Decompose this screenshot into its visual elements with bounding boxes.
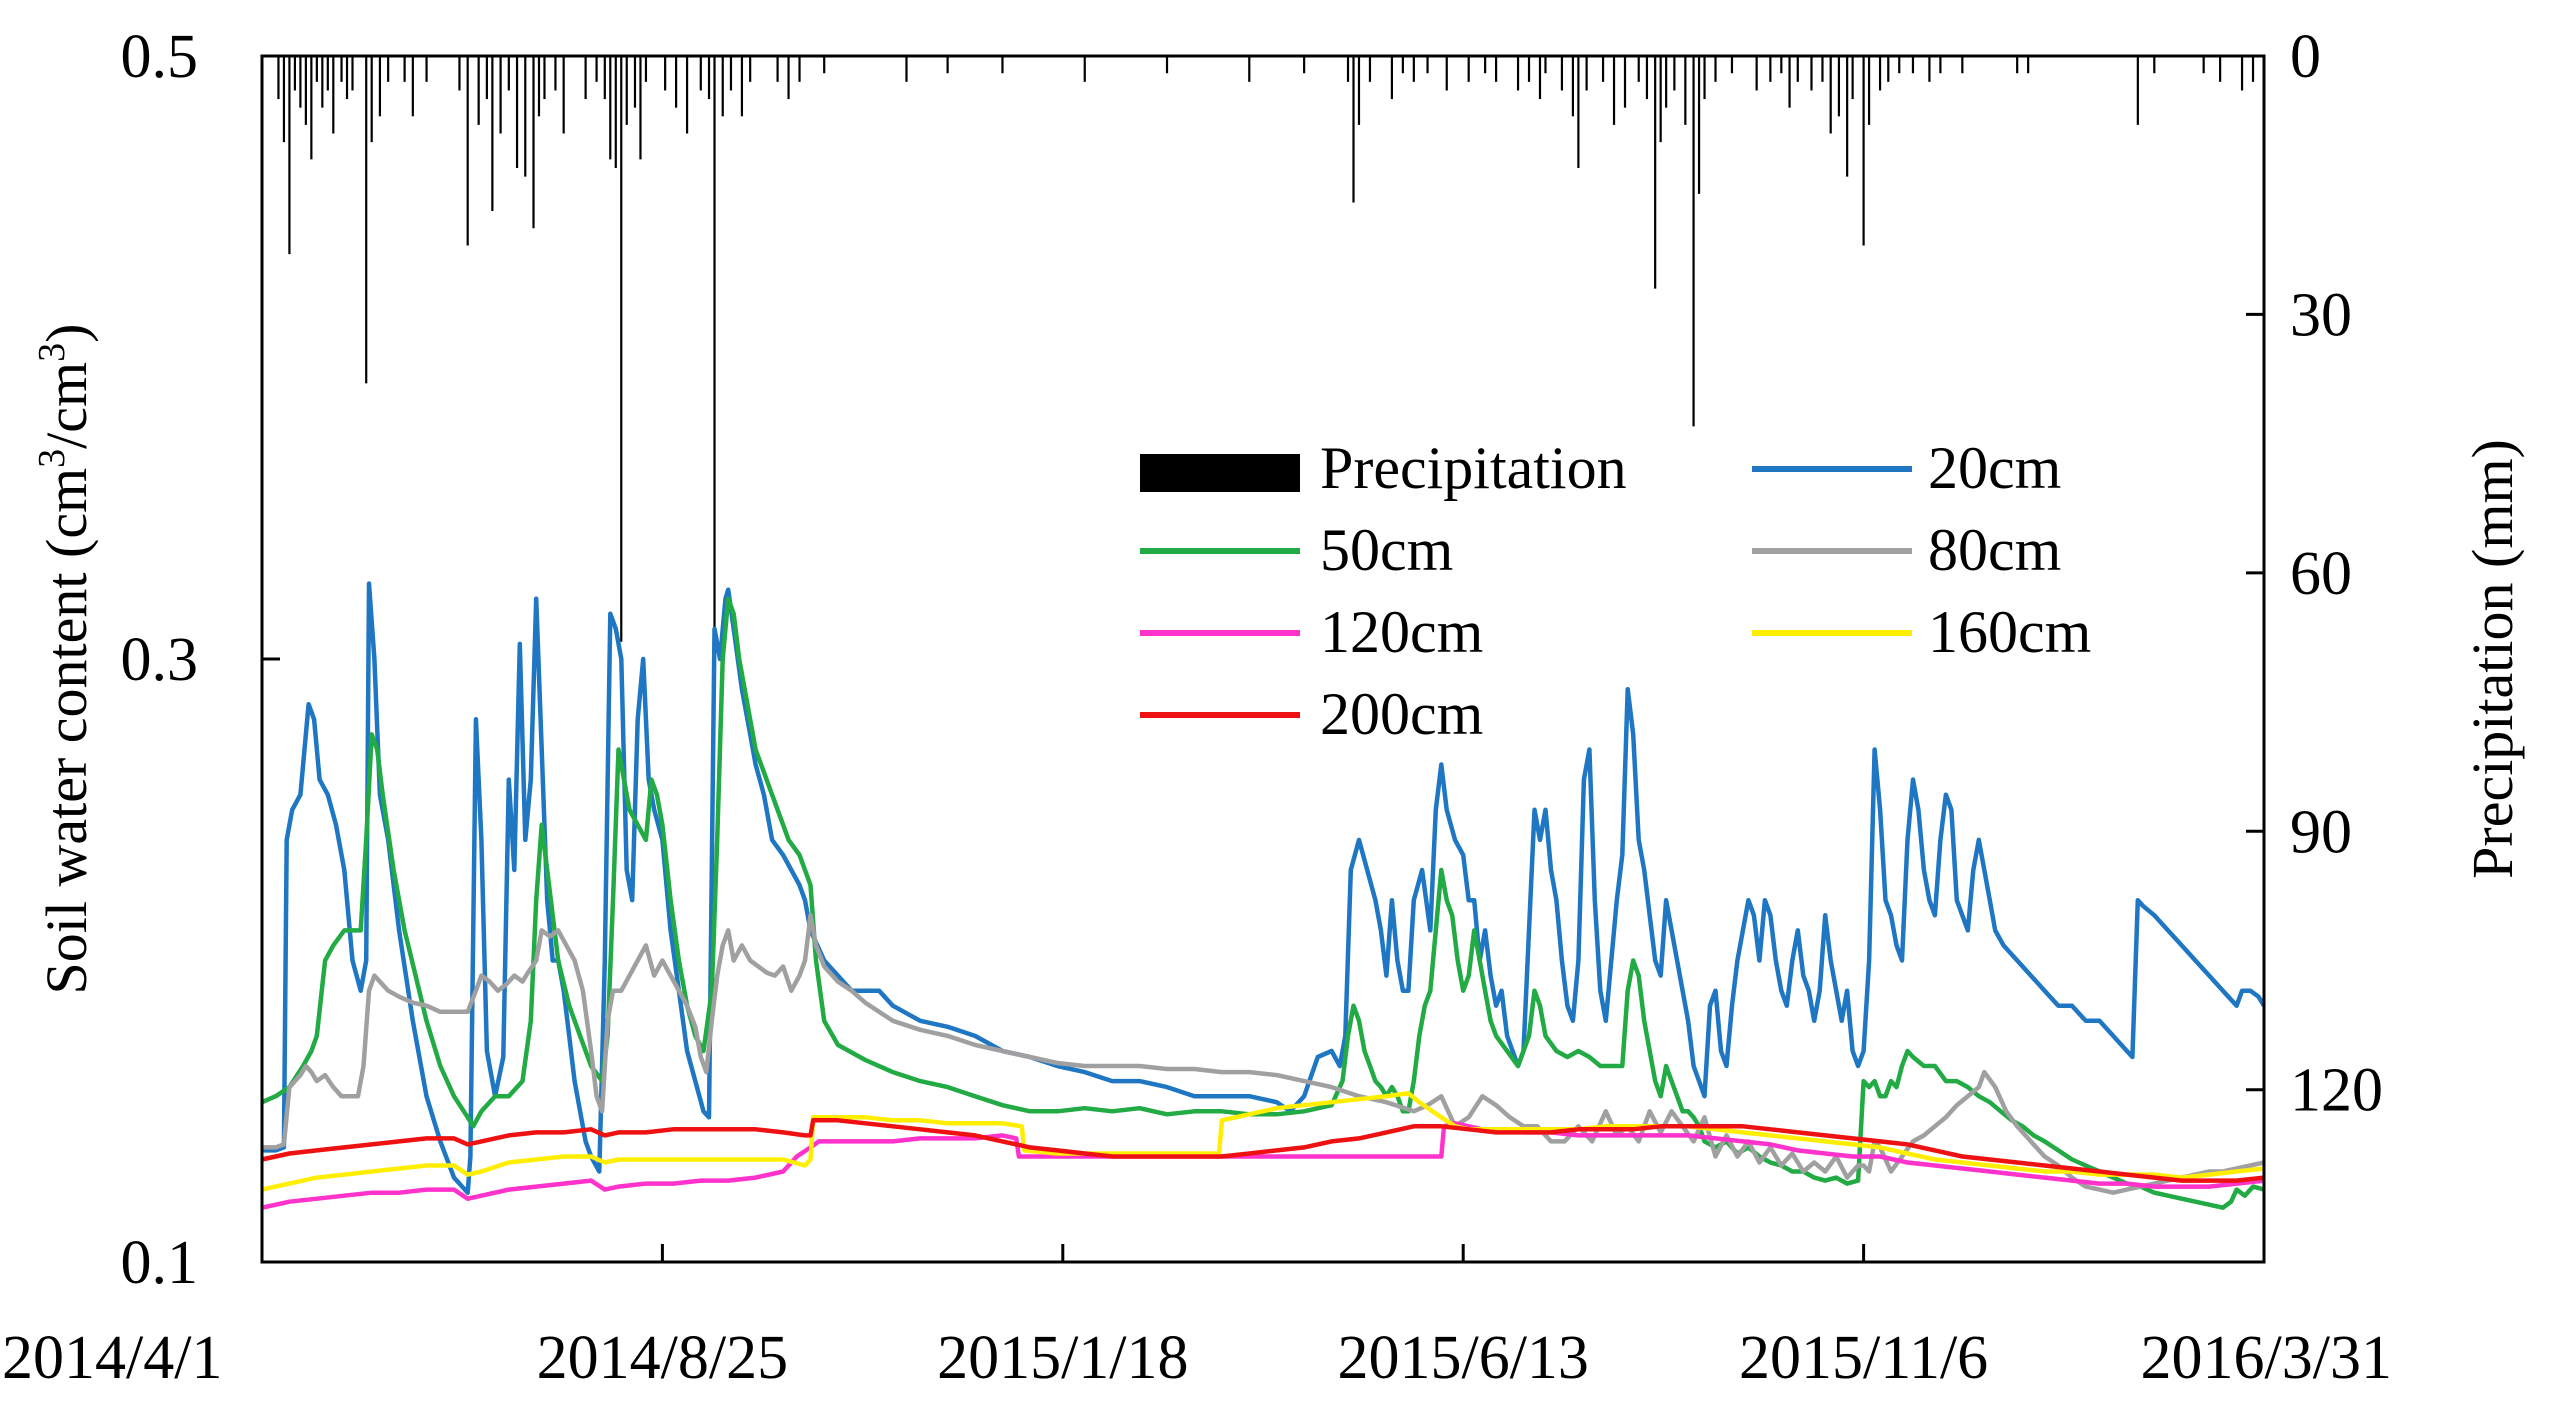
y2-tick-label: 120 [2290, 1057, 2383, 1125]
legend-label-80cm: 80cm [1928, 517, 2061, 583]
x-tick-label: 2015/11/6 [1739, 1324, 1988, 1392]
legend-label-20cm: 20cm [1928, 435, 2061, 501]
y2-axis-label: Precipitation (mm) [2460, 439, 2525, 879]
legend-label-50cm: 50cm [1320, 517, 1453, 583]
series-line-200cm [261, 1118, 2265, 1183]
x-tick-label: 2014/8/25 [537, 1324, 788, 1392]
legend-label-160cm: 160cm [1928, 599, 2091, 665]
legend-swatch-precipitation [1140, 454, 1300, 492]
legend-label-precipitation: Precipitation [1320, 435, 1627, 501]
legend-label-200cm: 200cm [1320, 681, 1483, 747]
y2-tick-label: 30 [2290, 281, 2352, 349]
x-tick-label: 2016/3/31 [2141, 1324, 2392, 1392]
y2-tick-label: 60 [2290, 540, 2352, 608]
series-line-160cm [261, 1090, 2265, 1192]
y-tick-label: 0.1 [121, 1229, 199, 1297]
y2-tick-label: 0 [2290, 23, 2321, 91]
axes: 2014/4/1 2014/8/25 2015/1/18 2015/6/13 2015/… [2, 23, 2392, 1392]
series-lines [261, 581, 2266, 1210]
legend-label-120cm: 120cm [1320, 599, 1483, 665]
y-tick-label: 0.5 [121, 23, 199, 91]
x-tick-label: 2014/4/1 [2, 1324, 222, 1392]
legend: Precipitation 20cm 50cm 80cm 120cm 160cm… [1140, 435, 2091, 747]
x-tick-label: 2015/1/18 [937, 1324, 1188, 1392]
x-tick-label: 2015/6/13 [1337, 1324, 1588, 1392]
y-tick-label: 0.3 [121, 626, 199, 694]
y-axis-label: Soil water content (cm3/cm3) [31, 324, 99, 995]
y2-tick-label: 90 [2290, 798, 2352, 866]
precipitation-bars [277, 56, 2255, 642]
